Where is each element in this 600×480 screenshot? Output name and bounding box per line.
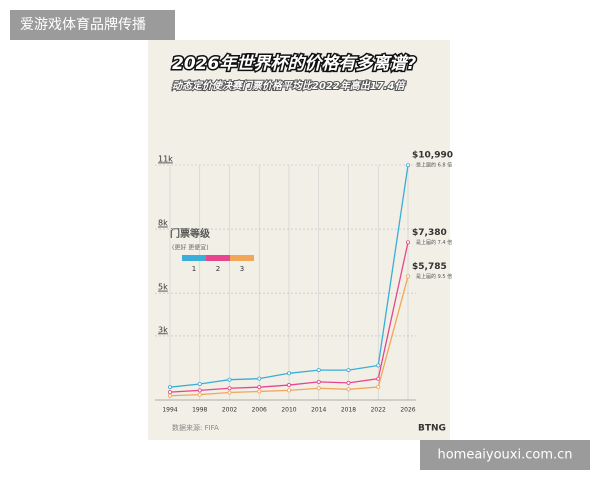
legend-title: 门票等级 [170, 227, 211, 240]
legend-note: (更好 更便宜) [172, 244, 209, 252]
point [167, 393, 172, 398]
legend-swatch [206, 255, 230, 261]
point [197, 388, 202, 393]
x-tick-label: 2014 [311, 407, 326, 414]
x-tick-label: 1994 [162, 407, 177, 414]
point [346, 368, 351, 373]
point [257, 385, 262, 390]
point [405, 240, 410, 245]
point [316, 379, 321, 384]
point [167, 385, 172, 390]
point [257, 376, 262, 381]
annotation: 是上届的 6.8 倍 [416, 162, 452, 169]
y-tick-label: 5k [158, 283, 168, 292]
logo: BTNG [418, 424, 446, 434]
point [167, 390, 172, 395]
point [405, 163, 410, 168]
point [376, 384, 381, 389]
point [257, 389, 262, 394]
y-tick-label: 11k [158, 155, 173, 164]
site-box [420, 440, 590, 470]
point [197, 381, 202, 386]
point [346, 387, 351, 392]
point [286, 371, 291, 376]
x-tick-label: 2006 [252, 407, 267, 414]
point [346, 380, 351, 385]
y-tick-label: 8k [158, 219, 168, 228]
chart-subtitle: 动态定价使决赛门票价格平均比2022年高出17.4倍 [172, 80, 407, 92]
value-label: $5,785 [412, 262, 447, 272]
y-tick-label: 3k [158, 325, 168, 334]
point [227, 390, 232, 395]
watermark-box [10, 10, 175, 40]
point [316, 386, 321, 391]
legend-label: 3 [240, 265, 244, 273]
point [197, 392, 202, 397]
x-tick-label: 2018 [341, 407, 356, 414]
legend-swatch [182, 255, 206, 261]
x-tick-label: 2022 [371, 407, 386, 414]
point [286, 383, 291, 388]
legend-label: 1 [192, 265, 196, 273]
x-tick-label: 1998 [192, 407, 207, 414]
point [316, 368, 321, 373]
legend-swatch [230, 255, 254, 261]
point [286, 388, 291, 393]
source: 数据来源: FIFA [172, 423, 219, 432]
value-label: $7,380 [412, 228, 447, 238]
x-tick-label: 2002 [222, 407, 237, 414]
legend-label: 2 [216, 265, 220, 273]
annotation: 是上届的 7.4 倍 [416, 239, 452, 246]
watermark: 爱游戏体育品牌传播 [20, 16, 146, 33]
chart-title: 2026年世界杯的价格有多离谱? [172, 54, 416, 74]
point [376, 376, 381, 381]
x-tick-label: 2010 [281, 407, 296, 414]
point [227, 377, 232, 382]
x-tick-label: 2026 [400, 407, 415, 414]
chart-panel [148, 40, 450, 440]
value-label: $10,990 [412, 151, 453, 161]
site: homeaiyouxi.com.cn [437, 448, 572, 463]
point [405, 274, 410, 279]
annotation: 是上届的 9.5 倍 [416, 273, 452, 280]
point [227, 386, 232, 391]
point [376, 363, 381, 368]
